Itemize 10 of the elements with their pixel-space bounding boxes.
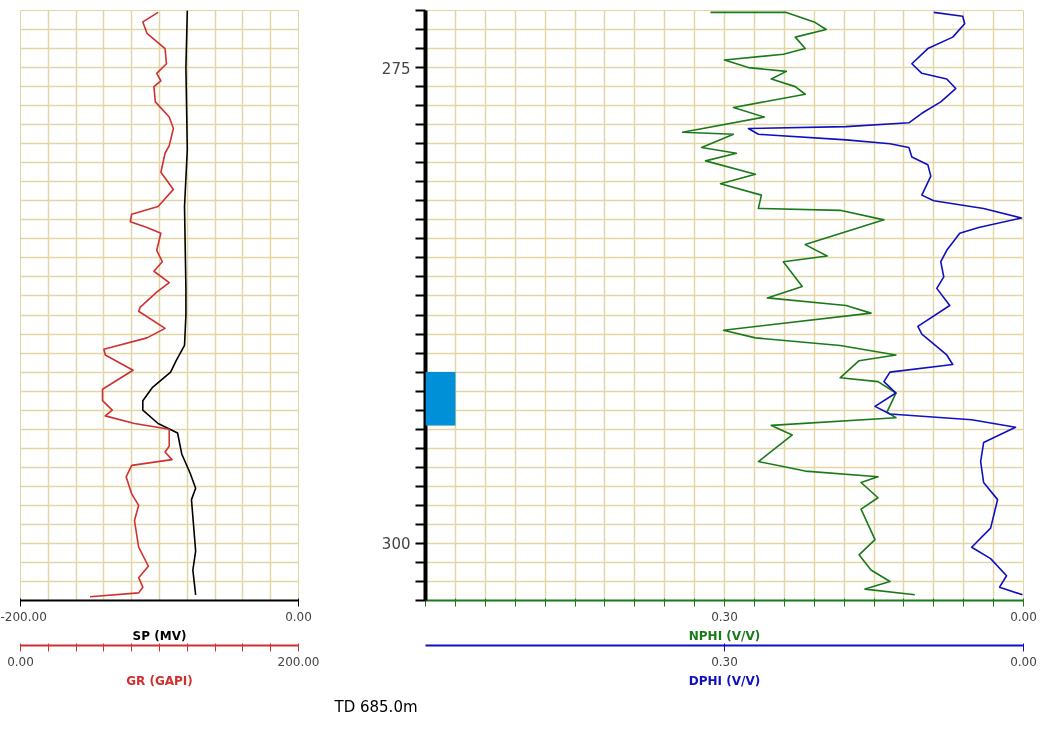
y-tick-label: 275 (381, 59, 411, 78)
text: SP (MV) (132, 628, 187, 643)
text: TD 685.0m (333, 697, 418, 716)
text: GR (GAPI) (126, 673, 193, 688)
line-series (681, 11, 916, 596)
text: DPHI (V/V) (688, 673, 761, 688)
y-tick-label: 300 (381, 535, 411, 554)
x2-tick-label: -200.00 (0, 609, 47, 624)
text: NPHI (V/V) (688, 628, 761, 643)
x-tick-label: 200.00 (277, 654, 320, 669)
